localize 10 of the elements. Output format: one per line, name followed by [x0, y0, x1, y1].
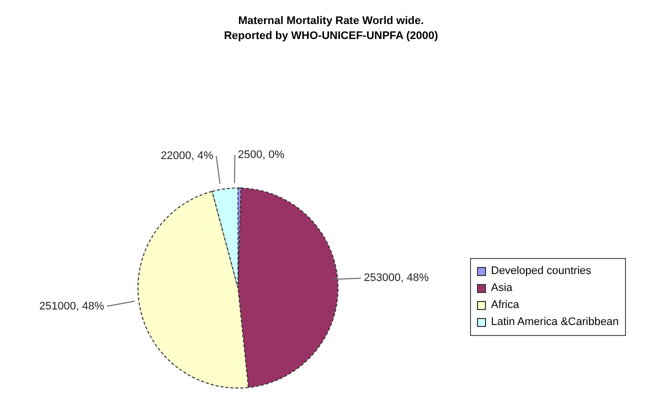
- data-label: 251000, 48%: [39, 300, 104, 312]
- legend-label: Africa: [491, 298, 520, 313]
- chart-subtitle: Reported by WHO-UNICEF-UNPFA (2000): [222, 29, 440, 44]
- chart-title: Maternal Mortality Rate World wide.: [237, 14, 425, 29]
- data-label: 253000, 48%: [364, 272, 429, 284]
- data-label: 2500, 0%: [238, 149, 285, 162]
- legend-label: Developed countries: [491, 264, 592, 279]
- legend-label: Latin America &Caribbean: [491, 315, 619, 330]
- legend-label: Asia: [491, 281, 512, 296]
- data-label: 22000, 4%: [160, 150, 214, 162]
